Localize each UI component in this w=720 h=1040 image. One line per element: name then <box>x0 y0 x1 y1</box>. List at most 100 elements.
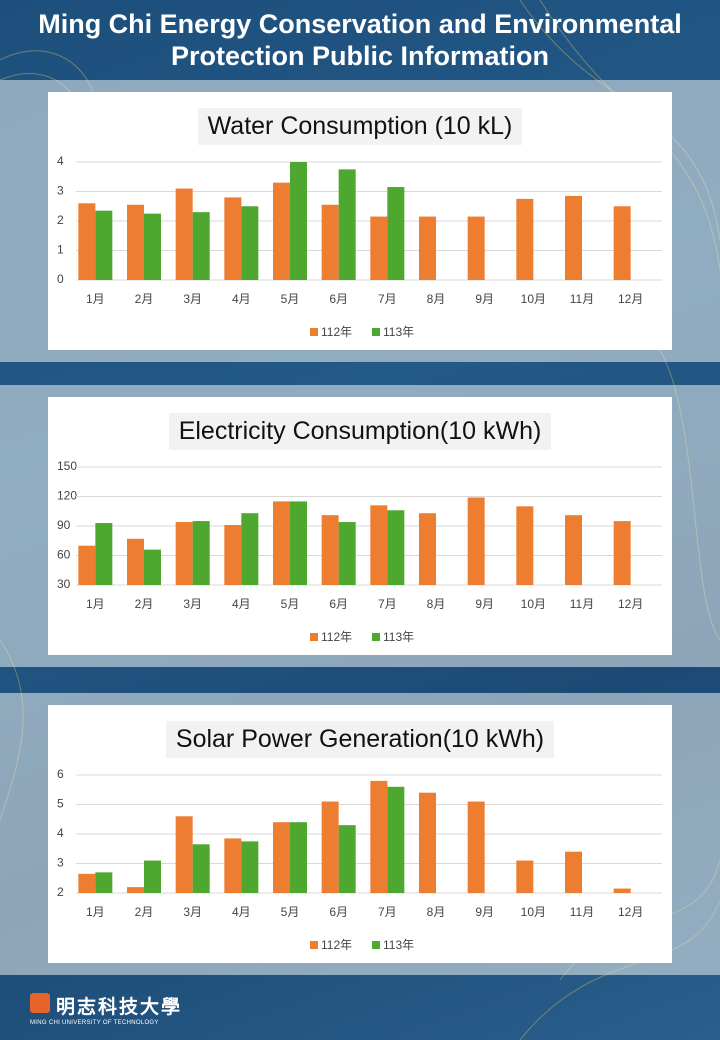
x-tick-label: 2月 <box>135 597 154 611</box>
bar <box>95 210 113 280</box>
x-tick-label: 8月 <box>427 597 446 611</box>
chart-title: Water Consumption (10 kL) <box>197 108 523 145</box>
bar <box>387 786 405 893</box>
x-tick-label: 3月 <box>183 905 202 919</box>
x-tick-label: 3月 <box>183 597 202 611</box>
bar <box>419 513 436 585</box>
chart: 0 1 2 3 4 1月 2月 3月 4月 5月 6月 7月 8月 9月 10月 11月 12月 112年 113年 <box>57 154 662 339</box>
bar <box>613 888 631 893</box>
bar <box>516 860 534 893</box>
bar <box>95 872 113 893</box>
y-tick-label: 120 <box>57 489 77 503</box>
bar <box>95 523 113 585</box>
bar <box>467 216 485 280</box>
bar <box>467 497 485 585</box>
bar <box>321 204 339 280</box>
x-tick-label: 6月 <box>329 292 348 306</box>
bar <box>144 860 161 893</box>
bar <box>387 187 405 280</box>
chart-title-box: Water Consumption (10 kL) <box>48 108 672 145</box>
bar <box>613 206 631 280</box>
y-tick-label: 3 <box>57 184 64 198</box>
y-tick-label: 5 <box>57 797 64 811</box>
x-tick-label: 8月 <box>427 905 446 919</box>
x-tick-label: 11月 <box>570 292 594 306</box>
x-tick-label: 3月 <box>183 292 202 306</box>
chart-title-box: Electricity Consumption(10 kWh) <box>48 413 672 450</box>
x-tick-label: 6月 <box>329 905 348 919</box>
bar <box>338 522 356 585</box>
y-tick-label: 1 <box>57 243 64 257</box>
x-tick-label: 10月 <box>521 597 546 611</box>
legend-label: 113年 <box>383 630 414 644</box>
chart-panel: 30 60 90 120 150 1月 2月 3月 4月 5月 6月 7月 8月 9月 10月 11月 12月 1… <box>48 397 672 655</box>
x-tick-label: 9月 <box>475 292 494 306</box>
x-tick-label: 9月 <box>475 597 494 611</box>
chart: 2 3 4 5 6 1月 2月 3月 4月 5月 6月 7月 8月 9月 10月 11月 12月 112年 113年 <box>57 767 662 952</box>
bar <box>290 822 307 893</box>
legend-swatch <box>372 941 380 949</box>
bar <box>175 188 193 280</box>
bar <box>338 169 356 280</box>
x-tick-label: 4月 <box>232 905 251 919</box>
bar <box>467 801 485 893</box>
x-tick-label: 5月 <box>281 905 300 919</box>
bar <box>192 521 210 585</box>
x-tick-label: 1月 <box>86 597 105 611</box>
bar <box>290 162 307 280</box>
logo-name: 明志科技大學 <box>56 997 183 1018</box>
bar <box>78 203 96 280</box>
bar <box>565 851 582 893</box>
y-tick-label: 4 <box>57 154 64 168</box>
y-tick-label: 2 <box>57 213 64 227</box>
y-tick-label: 4 <box>57 826 64 840</box>
x-tick-label: 12月 <box>618 292 643 306</box>
logo-subtitle: MING CHI UNIVERSITY OF TECHNOLOGY <box>30 1020 159 1026</box>
bar <box>127 887 144 893</box>
bar <box>419 792 436 893</box>
legend-label: 112年 <box>321 325 352 339</box>
legend-swatch <box>372 633 380 641</box>
y-tick-label: 0 <box>57 272 64 286</box>
bar <box>290 501 307 585</box>
bar <box>370 505 388 585</box>
x-tick-label: 10月 <box>521 292 546 306</box>
x-tick-label: 12月 <box>618 905 643 919</box>
x-tick-label: 1月 <box>86 292 105 306</box>
bar <box>78 545 96 585</box>
x-tick-label: 5月 <box>281 597 300 611</box>
bar <box>144 549 161 585</box>
logo-icon <box>30 993 50 1013</box>
x-tick-label: 4月 <box>232 292 251 306</box>
chart: 30 60 90 120 150 1月 2月 3月 4月 5月 6月 7月 8月 9月 10月 11月 12月 1… <box>57 459 662 644</box>
bar <box>224 525 242 585</box>
x-tick-label: 1月 <box>86 905 105 919</box>
y-tick-label: 60 <box>57 548 71 562</box>
legend-swatch <box>310 941 318 949</box>
x-tick-label: 5月 <box>281 292 300 306</box>
x-tick-label: 2月 <box>135 905 154 919</box>
bar <box>516 506 534 585</box>
bar <box>321 515 339 585</box>
logo: 明志科技大學 MING CHI UNIVERSITY OF TECHNOLOGY <box>30 992 182 1026</box>
bar <box>78 873 96 893</box>
legend-swatch <box>372 328 380 336</box>
x-tick-label: 9月 <box>475 905 494 919</box>
x-tick-label: 7月 <box>378 597 397 611</box>
x-tick-label: 12月 <box>618 597 643 611</box>
bar <box>144 213 161 280</box>
bar <box>224 838 242 893</box>
x-tick-label: 8月 <box>427 292 446 306</box>
bar <box>241 206 259 280</box>
x-tick-label: 11月 <box>570 597 594 611</box>
bar <box>175 522 193 585</box>
bar <box>516 198 534 280</box>
y-tick-label: 6 <box>57 767 64 781</box>
legend-swatch <box>310 633 318 641</box>
legend-label: 112年 <box>321 938 352 952</box>
bar <box>273 822 290 893</box>
chart-panel: 0 1 2 3 4 1月 2月 3月 4月 5月 6月 7月 8月 9月 10月 11月 12月 112年 113年… <box>48 92 672 350</box>
bar <box>127 538 144 585</box>
x-tick-label: 2月 <box>135 292 154 306</box>
